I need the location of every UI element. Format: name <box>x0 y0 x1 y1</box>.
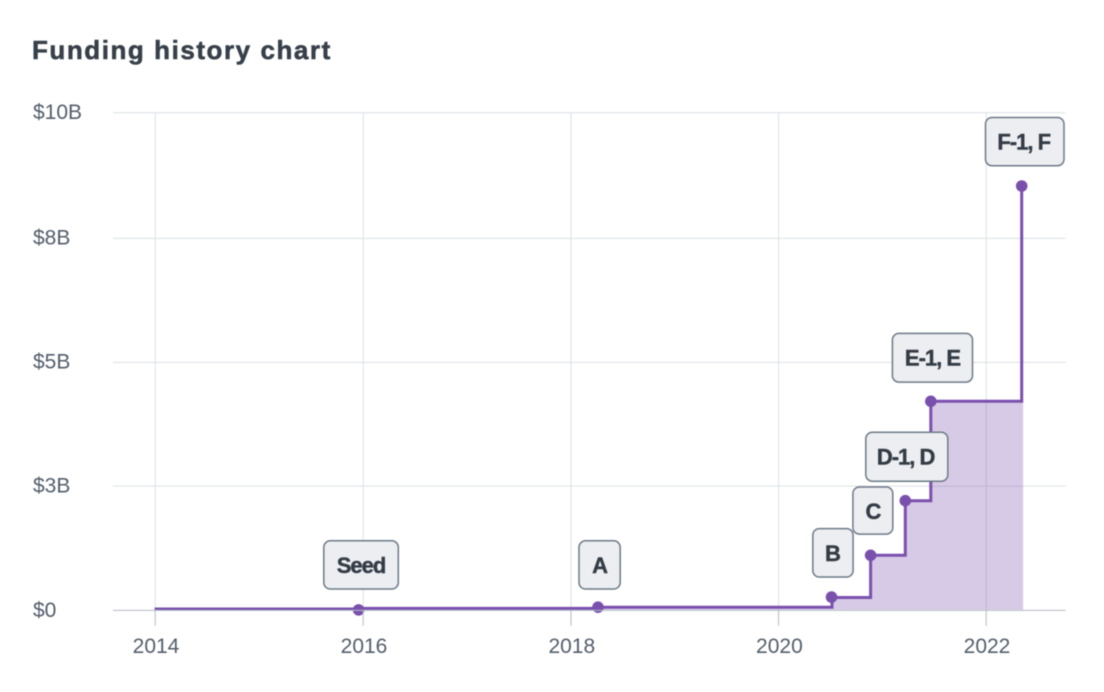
svg-text:B: B <box>825 541 840 566</box>
svg-text:$5B: $5B <box>33 351 70 374</box>
svg-text:$8B: $8B <box>33 227 70 250</box>
svg-text:2020: 2020 <box>756 635 803 658</box>
svg-text:C: C <box>865 499 881 524</box>
svg-text:A: A <box>592 553 608 578</box>
svg-text:2016: 2016 <box>341 635 388 658</box>
svg-text:Funding history chart: Funding history chart <box>32 35 332 65</box>
svg-text:F-1, F: F-1, F <box>997 130 1050 155</box>
svg-text:$3B: $3B <box>33 475 70 498</box>
svg-text:D-1, D: D-1, D <box>877 445 935 470</box>
svg-text:Seed: Seed <box>337 553 386 578</box>
svg-text:2022: 2022 <box>964 635 1011 658</box>
svg-text:$10B: $10B <box>33 101 82 124</box>
svg-text:E-1, E: E-1, E <box>905 346 960 371</box>
svg-text:$0: $0 <box>33 599 56 622</box>
svg-text:2014: 2014 <box>133 635 180 658</box>
svg-text:2018: 2018 <box>548 635 595 658</box>
